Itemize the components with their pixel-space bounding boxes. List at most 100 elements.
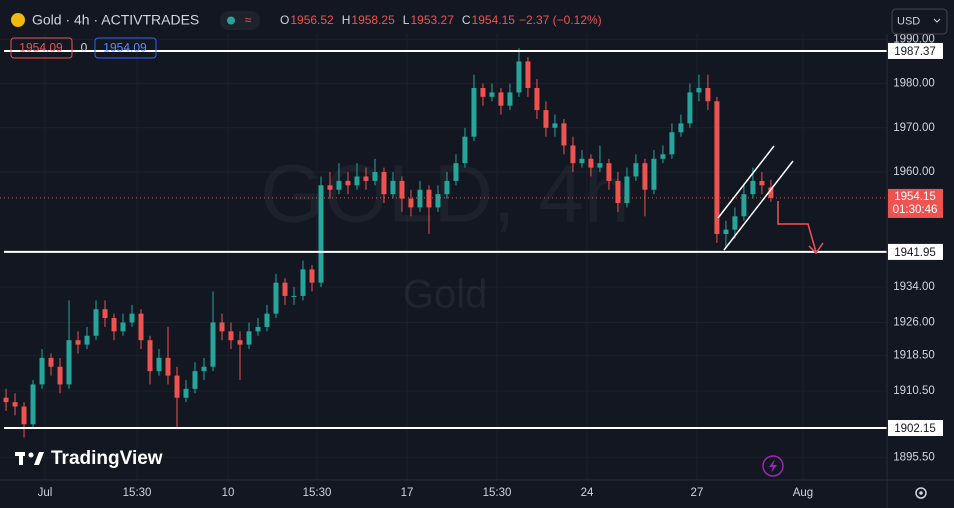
candle-body — [237, 340, 243, 345]
candle-body — [687, 92, 693, 124]
x-tick-label: Jul — [38, 487, 53, 499]
candle-body — [723, 229, 729, 234]
candle-body — [165, 357, 171, 376]
x-tick-label: 10 — [222, 487, 235, 499]
candle-body — [84, 335, 90, 345]
candle-body — [768, 187, 774, 198]
candle-body — [615, 180, 621, 204]
arrow-head — [808, 242, 824, 255]
candle-body — [489, 92, 495, 97]
candle-body — [669, 132, 675, 155]
candle-body — [12, 402, 18, 407]
candle-body — [642, 163, 648, 190]
candle-body — [543, 110, 549, 128]
level-label-box — [888, 420, 943, 437]
ohlc: O 1956.52 H 1958.25 L 1953.27 C 1954.15 −2.37 (−… — [280, 13, 602, 27]
candle-body — [21, 406, 27, 425]
candle-body — [525, 61, 531, 88]
channel-line — [723, 160, 794, 251]
y-tick-label: 1918.50 — [893, 350, 935, 362]
candle-body — [435, 194, 441, 208]
candle-body — [741, 194, 747, 217]
y-tick-label: 1934.00 — [893, 281, 935, 293]
level-label-box — [888, 243, 943, 260]
y-tick-label: 1980.00 — [893, 78, 935, 90]
ohlc-value: 1956.52 — [290, 13, 334, 27]
drawings — [717, 145, 824, 255]
x-tick-label: 27 — [691, 487, 704, 499]
buy-button[interactable] — [94, 37, 157, 59]
candle-body — [732, 216, 738, 230]
candle-body — [561, 123, 567, 146]
currency-select[interactable] — [891, 8, 948, 35]
ohlc-key: C — [462, 13, 471, 27]
y-tick-label: 1895.50 — [893, 451, 935, 463]
candle-body — [102, 309, 108, 319]
candle-body — [363, 176, 369, 181]
level-label: 1902.15 — [894, 423, 936, 435]
brand: TradingView — [51, 448, 163, 469]
spread: 0 — [81, 41, 88, 55]
candle-body — [354, 176, 360, 186]
ohlc-key: H — [342, 13, 351, 27]
candle-body — [705, 87, 711, 102]
candle-body — [111, 318, 117, 332]
candle-body — [282, 282, 288, 296]
alert-icon[interactable] — [762, 455, 784, 477]
x-tick-label: 15:30 — [123, 487, 152, 499]
candle-body — [453, 163, 459, 181]
candle-body — [183, 388, 189, 398]
candle-body — [471, 87, 477, 137]
candle-body — [606, 163, 612, 181]
watermark-name: Gold — [403, 273, 488, 317]
candle-body — [210, 322, 216, 367]
candle-body — [228, 331, 234, 341]
status-pill[interactable] — [220, 11, 260, 30]
candle-body — [624, 176, 630, 204]
candle-body — [93, 309, 99, 336]
candle-body — [57, 366, 63, 385]
x-tick-label: 15:30 — [483, 487, 512, 499]
level-label: 1987.37 — [894, 46, 936, 58]
candle-body — [273, 282, 279, 314]
x-tick-label: Aug — [793, 487, 813, 499]
candle-body — [651, 158, 657, 190]
candle-body — [552, 123, 558, 128]
candle-body — [408, 198, 414, 208]
candle-body — [507, 92, 513, 106]
channel-line — [717, 145, 775, 219]
candle-body — [372, 172, 378, 181]
candle-body — [174, 375, 180, 398]
ohlc-key: L — [403, 13, 410, 27]
candle-body — [498, 92, 504, 106]
last-price-box — [888, 188, 943, 218]
candle-body — [48, 357, 54, 367]
candle-body — [678, 123, 684, 133]
candle-body — [219, 322, 225, 332]
candle-body — [120, 322, 126, 332]
level-label-box — [888, 42, 943, 59]
candle-body — [660, 154, 666, 159]
y-tick-label: 1926.00 — [893, 317, 935, 329]
candle-body — [318, 185, 324, 283]
candle-body — [588, 158, 594, 168]
settings-icon[interactable] — [915, 487, 927, 499]
y-tick-label: 1960.00 — [893, 166, 935, 178]
candle-body — [129, 313, 135, 323]
candle-body — [399, 180, 405, 199]
candle-body — [30, 384, 36, 425]
status-dot — [227, 16, 235, 25]
candle-body — [597, 163, 603, 168]
candle-body — [138, 313, 144, 341]
ohlc-key: O — [280, 13, 289, 27]
candle-body — [444, 180, 450, 195]
candle-body — [714, 101, 720, 234]
candle-body — [309, 269, 315, 283]
sell-button[interactable] — [10, 37, 73, 59]
candle-body — [75, 340, 81, 345]
ohlc-value: 1958.25 — [351, 13, 395, 27]
alert-bolt — [769, 459, 777, 473]
candle-body — [192, 371, 198, 389]
